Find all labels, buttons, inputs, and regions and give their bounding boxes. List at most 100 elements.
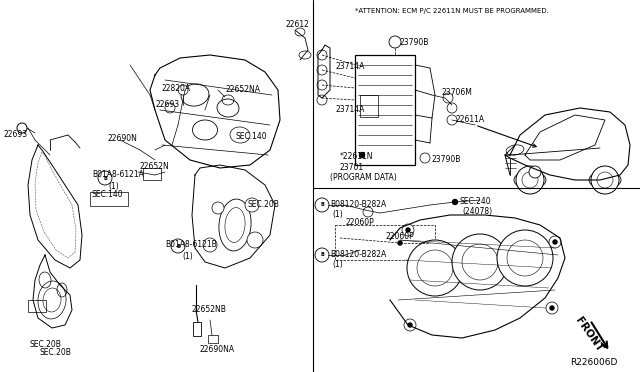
FancyBboxPatch shape xyxy=(360,95,378,117)
Circle shape xyxy=(404,319,416,331)
Circle shape xyxy=(317,80,327,90)
Circle shape xyxy=(203,238,217,252)
Circle shape xyxy=(550,306,554,310)
Text: SEC.20B: SEC.20B xyxy=(248,200,280,209)
Text: B: B xyxy=(320,202,324,208)
Text: 23790B: 23790B xyxy=(400,38,429,47)
Text: (1): (1) xyxy=(332,260,343,269)
Text: 22652NB: 22652NB xyxy=(192,305,227,314)
Circle shape xyxy=(447,103,457,113)
FancyBboxPatch shape xyxy=(355,55,415,165)
Text: 22060P: 22060P xyxy=(345,218,374,227)
Circle shape xyxy=(363,207,373,217)
Circle shape xyxy=(529,166,541,178)
Text: 22611A: 22611A xyxy=(455,115,484,124)
Text: *22611N: *22611N xyxy=(340,152,374,161)
Text: SEC.20B: SEC.20B xyxy=(40,348,72,357)
Circle shape xyxy=(365,209,371,215)
Circle shape xyxy=(516,166,544,194)
Circle shape xyxy=(389,36,401,48)
Circle shape xyxy=(171,239,185,253)
Circle shape xyxy=(452,199,458,205)
Text: FRONT: FRONT xyxy=(574,315,605,353)
Circle shape xyxy=(398,241,402,245)
Text: 22652N: 22652N xyxy=(140,162,170,171)
Circle shape xyxy=(319,52,324,58)
Text: 22652NA: 22652NA xyxy=(225,85,260,94)
Text: SEC.20B: SEC.20B xyxy=(30,340,62,349)
Circle shape xyxy=(597,172,613,188)
Circle shape xyxy=(406,228,410,232)
Circle shape xyxy=(212,202,224,214)
Text: 22690N: 22690N xyxy=(108,134,138,143)
Circle shape xyxy=(507,240,543,276)
Circle shape xyxy=(408,323,412,327)
Circle shape xyxy=(553,240,557,244)
Circle shape xyxy=(546,302,558,314)
Circle shape xyxy=(360,153,365,157)
Circle shape xyxy=(549,236,561,248)
Circle shape xyxy=(452,234,508,290)
FancyBboxPatch shape xyxy=(208,335,218,343)
Circle shape xyxy=(165,103,175,113)
Circle shape xyxy=(497,230,553,286)
Circle shape xyxy=(422,155,428,160)
Circle shape xyxy=(180,87,186,93)
Circle shape xyxy=(522,172,538,188)
Circle shape xyxy=(247,232,263,248)
Text: (1): (1) xyxy=(182,252,193,261)
Text: R226006D: R226006D xyxy=(570,358,618,367)
Text: 22612: 22612 xyxy=(285,20,309,29)
Text: B01A8-6121B: B01A8-6121B xyxy=(165,240,217,249)
Circle shape xyxy=(420,153,430,163)
Circle shape xyxy=(317,95,327,105)
Text: (1): (1) xyxy=(332,210,343,219)
Circle shape xyxy=(315,198,329,212)
Text: 22060P: 22060P xyxy=(385,232,413,241)
Text: 23706M: 23706M xyxy=(442,88,473,97)
Text: 23701: 23701 xyxy=(340,163,364,172)
Circle shape xyxy=(319,97,324,103)
Circle shape xyxy=(315,248,329,262)
FancyBboxPatch shape xyxy=(143,168,161,180)
Text: *ATTENTION: ECM P/C 22611N MUST BE PROGRAMMED.: *ATTENTION: ECM P/C 22611N MUST BE PROGR… xyxy=(355,8,549,14)
Text: 22693: 22693 xyxy=(3,130,27,139)
Text: SEC.140: SEC.140 xyxy=(91,190,123,199)
Text: (1): (1) xyxy=(108,182,119,191)
Circle shape xyxy=(591,166,619,194)
Text: (24078): (24078) xyxy=(462,207,492,216)
Text: B: B xyxy=(103,176,107,180)
Text: SEC.140: SEC.140 xyxy=(235,132,267,141)
Text: B01A8-6121A: B01A8-6121A xyxy=(92,170,144,179)
Circle shape xyxy=(98,171,112,185)
Circle shape xyxy=(319,83,324,87)
Text: SEC.240: SEC.240 xyxy=(460,197,492,206)
Circle shape xyxy=(317,50,327,60)
Circle shape xyxy=(245,198,259,212)
Circle shape xyxy=(449,118,454,122)
FancyBboxPatch shape xyxy=(193,322,201,336)
Circle shape xyxy=(417,250,453,286)
Text: 23714A: 23714A xyxy=(335,105,364,114)
Text: 22693: 22693 xyxy=(155,100,179,109)
Circle shape xyxy=(443,93,453,103)
Circle shape xyxy=(392,39,398,45)
Circle shape xyxy=(319,67,324,73)
Circle shape xyxy=(462,244,498,280)
FancyBboxPatch shape xyxy=(90,192,128,206)
Circle shape xyxy=(178,85,188,95)
Circle shape xyxy=(402,224,414,236)
Text: 23790B: 23790B xyxy=(432,155,461,164)
Text: (PROGRAM DATA): (PROGRAM DATA) xyxy=(330,173,397,182)
Text: B08120-B282A: B08120-B282A xyxy=(330,200,387,209)
Circle shape xyxy=(532,169,538,175)
Text: 22690NA: 22690NA xyxy=(200,345,235,354)
Text: B08120-B282A: B08120-B282A xyxy=(330,250,387,259)
Circle shape xyxy=(317,65,327,75)
Text: 23714A: 23714A xyxy=(335,62,364,71)
Text: 22820A: 22820A xyxy=(162,84,191,93)
Circle shape xyxy=(168,106,172,110)
Text: B: B xyxy=(320,253,324,257)
Text: B: B xyxy=(176,244,180,248)
Circle shape xyxy=(407,240,463,296)
